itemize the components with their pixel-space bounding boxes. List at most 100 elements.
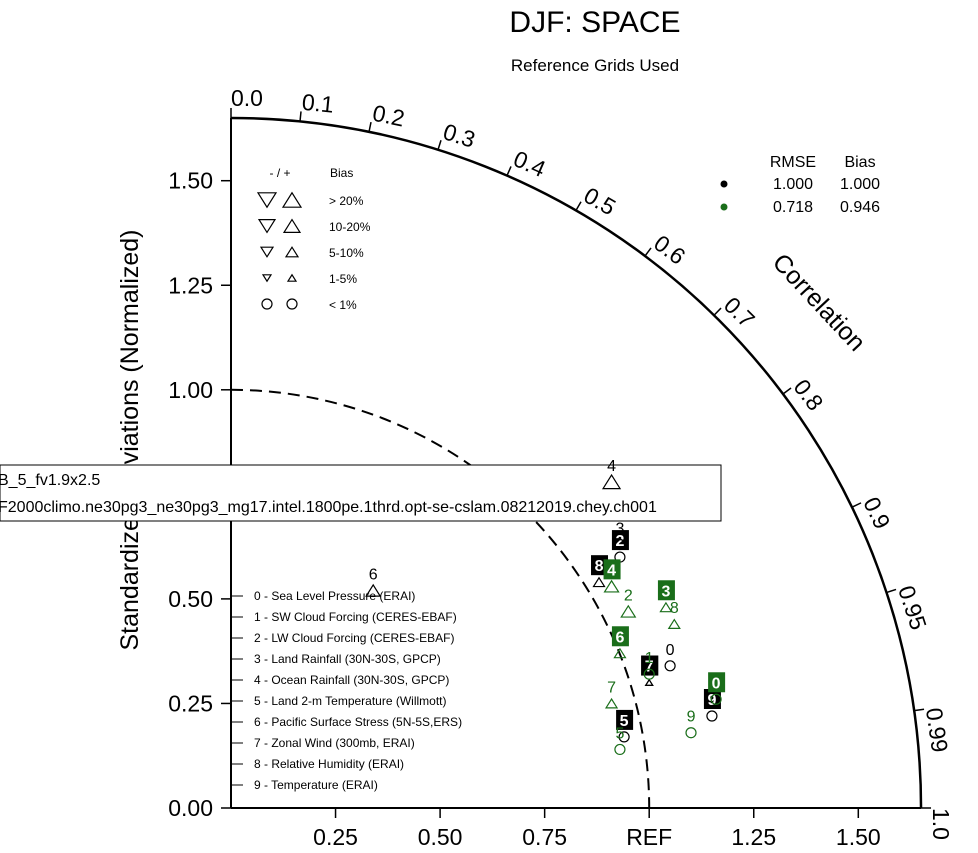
data-point-label: 7 xyxy=(645,659,654,676)
bias-legend-tri-up-icon xyxy=(281,191,303,208)
data-point-marker xyxy=(614,538,626,551)
data-point-label: 9 xyxy=(687,709,696,726)
bias-legend-label: 10-20% xyxy=(329,220,371,234)
bias-legend-tri-up-icon xyxy=(286,273,298,282)
bias-legend-label: 5-10% xyxy=(329,246,364,260)
bias-legend-bias-header: Bias xyxy=(330,166,353,180)
corr-tick-label: 0.9 xyxy=(858,493,895,533)
data-point-marker xyxy=(667,618,681,629)
data-point-label: 2 xyxy=(624,587,633,604)
correlation-axis-label: Correlation xyxy=(767,248,871,357)
variable-legend-item: 6 - Pacific Surface Stress (5N-5S,ERS) xyxy=(254,715,462,729)
bias-legend-circle-icon xyxy=(261,298,273,310)
data-point-marker xyxy=(618,731,630,743)
y-axis-label: Standardized Deviations (Normalized) xyxy=(116,229,144,650)
corr-tick-label: 0.0 xyxy=(231,85,263,111)
y-tick-label: 0.00 xyxy=(168,795,213,821)
corr-tick-mark xyxy=(506,166,512,176)
stats-bias-value: 1.000 xyxy=(840,176,880,193)
data-point-label: 7 xyxy=(607,679,616,696)
data-point-marker xyxy=(614,743,626,756)
data-point-label: 3 xyxy=(615,521,624,538)
y-tick-label: 0.25 xyxy=(168,690,213,716)
data-point-label: 8 xyxy=(595,558,604,575)
bias-legend: - / + Bias > 20% 10-20% 5-10% 1-5% < 1% xyxy=(256,166,371,312)
data-point-label-box xyxy=(603,559,621,580)
data-points: 01234567890123456789 xyxy=(365,458,726,756)
data-point-marker xyxy=(601,473,622,490)
variable-legend-item: 8 - Relative Humidity (ERAI) xyxy=(254,757,404,771)
data-point-label: 5 xyxy=(615,725,624,742)
corr-tick-mark xyxy=(886,588,897,594)
y-tick-label: 1.00 xyxy=(168,377,213,403)
data-point-marker xyxy=(604,697,619,709)
corr-tick-mark xyxy=(437,139,442,150)
data-point-marker xyxy=(710,693,722,705)
corr-tick-mark xyxy=(575,201,582,211)
stats-dot-icon xyxy=(720,180,728,188)
x-tick-label: 0.75 xyxy=(522,824,567,850)
corr-tick-mark xyxy=(713,307,722,316)
data-point-marker xyxy=(644,678,654,686)
data-point-marker xyxy=(613,647,627,659)
data-point-marker xyxy=(685,727,697,739)
data-point-label: 4 xyxy=(607,458,616,475)
correlation-ticks: 0.0 0.1 0.20.30.40.50.60.70.80.90.950.991.… xyxy=(230,85,954,840)
y-tick-label: 1.25 xyxy=(168,272,213,298)
corr-tick-label: 0.1 xyxy=(301,89,335,118)
bias-legend-tri-up-icon xyxy=(282,218,302,233)
corr-tick-label: 0.99 xyxy=(921,706,953,754)
variable-legend-item: 0 - Sea Level Pressure (ERAI) xyxy=(254,589,415,603)
chart-subtitle: Reference Grids Used xyxy=(511,56,679,75)
outer-arc xyxy=(230,116,923,809)
bias-legend-tri-down-icon xyxy=(257,219,277,234)
data-point-label: 2 xyxy=(615,533,624,550)
corr-tick-label: 1.0 xyxy=(928,808,954,840)
x-tick-label: 1.25 xyxy=(731,824,776,850)
data-point-marker xyxy=(620,604,637,618)
variable-legend-item: 2 - LW Cloud Forcing (CERES-EBAF) xyxy=(254,631,455,645)
case-legend: B_5_fv1.9x2.5 F2000climo.ne30pg3_ne30pg3… xyxy=(0,464,722,522)
data-point-label: 1 xyxy=(645,650,654,667)
data-point-label-box xyxy=(616,709,634,730)
data-point-marker xyxy=(664,660,676,672)
axes-group xyxy=(230,116,923,809)
bias-legend-tri-up-icon xyxy=(284,246,300,258)
variable-legend-item: 7 - Zonal Wind (300mb, ERAI) xyxy=(254,736,415,750)
corr-tick-mark xyxy=(368,121,372,133)
x-tick-label: 0.25 xyxy=(313,824,358,850)
variable-legend-item: 9 - Temperature (ERAI) xyxy=(254,778,378,792)
stats-bias-header: Bias xyxy=(844,154,875,171)
y-tick-label: 0.50 xyxy=(168,586,213,612)
data-point-label: 9 xyxy=(707,692,716,709)
bias-legend-sign-header: - / + xyxy=(269,166,290,180)
corr-tick-mark xyxy=(644,247,652,257)
variable-legend: 0 - Sea Level Pressure (ERAI) 1 - SW Clou… xyxy=(231,589,462,792)
data-point-marker xyxy=(592,576,606,588)
x-tick-label: REF xyxy=(626,824,672,850)
x-axis-ticks: 0.25 0.50 0.75 REF 1.25 1.50 xyxy=(313,808,881,850)
bias-legend-label: > 20% xyxy=(329,194,364,208)
stats-dot-icon xyxy=(720,203,728,211)
corr-tick-mark xyxy=(851,502,862,508)
data-point-marker xyxy=(659,601,673,613)
corr-tick-label: 0.2 xyxy=(370,100,407,132)
data-point-label: 8 xyxy=(670,600,679,617)
corr-tick-mark xyxy=(299,111,302,122)
stats-bias-value: 0.946 xyxy=(840,199,880,216)
y-tick-label: 1.50 xyxy=(168,168,213,194)
data-point-label-box xyxy=(611,626,629,647)
bias-legend-tri-down-icon xyxy=(259,246,275,258)
data-point-label: 5 xyxy=(620,713,629,730)
data-point-label: 6 xyxy=(615,629,624,646)
x-tick-label: 0.50 xyxy=(418,824,463,850)
data-point-label: 3 xyxy=(661,583,670,600)
data-point-marker xyxy=(365,583,382,597)
bias-legend-label: < 1% xyxy=(329,298,357,312)
stats-legend: RMSE Bias 1.000 1.000 0.718 0.946 xyxy=(720,154,880,216)
variable-legend-item: 1 - SW Cloud Forcing (CERES-EBAF) xyxy=(254,610,457,624)
corr-tick-label: 0.3 xyxy=(440,118,478,152)
variable-legend-item: 4 - Ocean Rainfall (30N-30S, GPCP) xyxy=(254,673,449,687)
data-point-label: 0 xyxy=(666,642,675,659)
